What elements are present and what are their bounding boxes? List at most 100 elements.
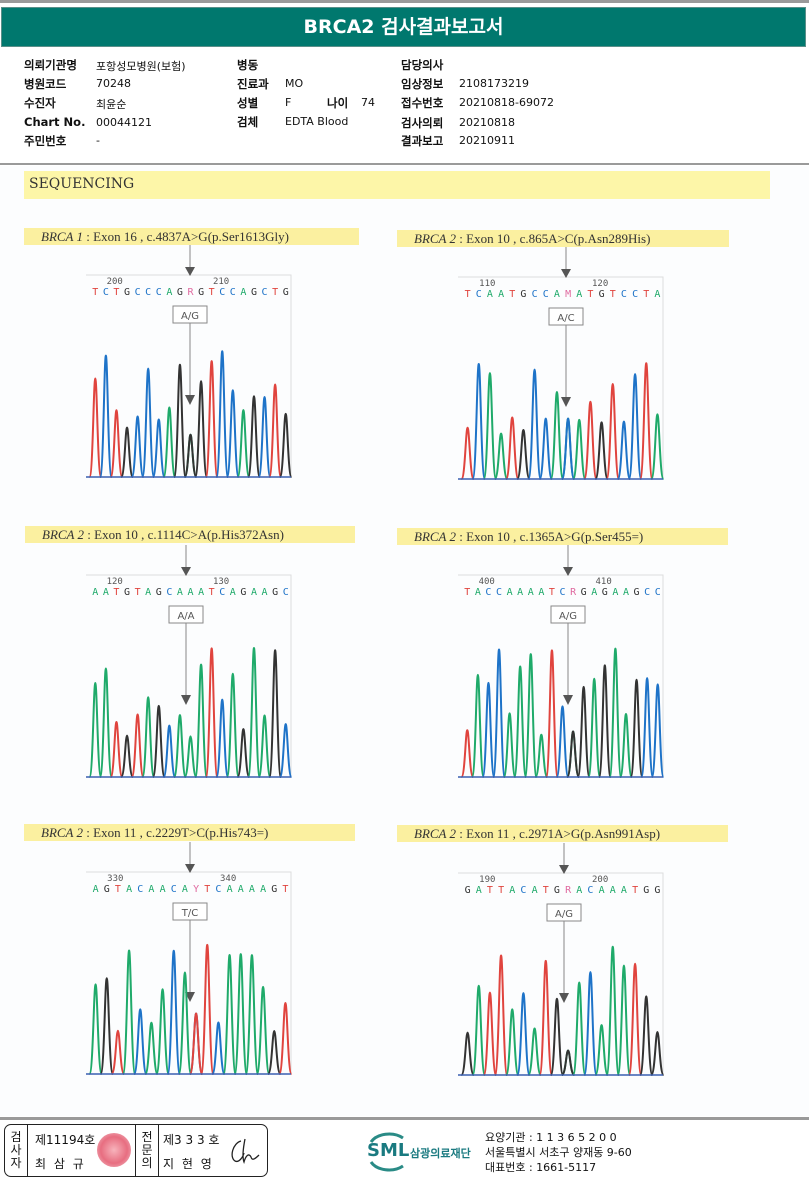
base-call: C	[532, 289, 538, 300]
base-call: C	[137, 884, 143, 895]
sex-value: F	[285, 96, 292, 109]
trace-peak	[482, 991, 498, 1076]
trace-peak	[616, 420, 632, 480]
pointer-arrow	[185, 864, 195, 873]
base-call: G	[156, 587, 162, 598]
sequencing-section	[0, 166, 809, 1116]
institution-label: 의뢰기관명	[24, 58, 77, 72]
lab-logo: SML 삼광의료재단	[365, 1128, 485, 1176]
trace-peak	[516, 992, 531, 1076]
trace-peak	[141, 367, 155, 478]
trace-peak	[471, 673, 485, 778]
base-call: C	[219, 287, 225, 298]
base-call: T	[115, 884, 121, 895]
base-call: A	[623, 587, 629, 598]
base-call: G	[465, 885, 471, 896]
base-call: C	[145, 287, 151, 298]
trace-peak	[278, 723, 293, 778]
base-call: T	[610, 289, 616, 300]
trace-peak	[278, 412, 293, 478]
base-call: A	[554, 289, 560, 300]
lab-address: 서울특별시 서초구 양재동 9-60	[485, 1146, 632, 1159]
trace-peak	[141, 696, 155, 778]
trace-peak	[549, 390, 565, 480]
base-call: C	[166, 587, 172, 598]
trace-peak	[130, 713, 145, 778]
chart-frame	[458, 574, 664, 777]
base-call: G	[283, 287, 289, 298]
variant-arrow	[561, 397, 571, 407]
trace-peak	[130, 415, 145, 478]
age-value: 74	[361, 96, 375, 109]
department-label: 진료과	[237, 77, 269, 91]
base-call: G	[520, 289, 526, 300]
trace-peak	[204, 647, 219, 778]
base-call: M	[565, 289, 571, 300]
hospital-code-value: 70248	[96, 77, 131, 90]
base-call: A	[654, 289, 660, 300]
trace-peak	[109, 409, 124, 478]
hospital-code-label: 병원코드	[24, 77, 67, 91]
variant-arrow	[563, 695, 573, 705]
position-label: 200	[592, 875, 608, 885]
trace-peak	[538, 417, 553, 480]
base-call: C	[644, 587, 650, 598]
position-label: 200	[107, 277, 123, 287]
trace-peak	[505, 416, 520, 480]
test-request-label: 검사의뢰	[401, 116, 444, 130]
base-call: T	[632, 885, 638, 896]
trace-peak	[99, 977, 114, 1075]
base-call: C	[230, 287, 236, 298]
base-call: T	[209, 587, 215, 598]
receipt-no-label: 접수번호	[401, 96, 444, 110]
trace-peak	[162, 406, 177, 478]
report-title: BRCA2 검사결과보고서	[1, 7, 806, 47]
base-call: G	[104, 884, 110, 895]
position-label: 120	[592, 279, 608, 289]
base-call: G	[654, 885, 660, 896]
base-call: A	[599, 885, 605, 896]
base-call: A	[538, 587, 544, 598]
base-call: C	[103, 287, 109, 298]
base-call: C	[621, 289, 627, 300]
base-call: A	[177, 587, 183, 598]
chromatogram-panel: 190 200 G A T T A C A T G R A C A A A T G G A/G	[458, 843, 668, 1076]
base-call: R	[565, 885, 572, 896]
specimen-value: EDTA Blood	[285, 115, 349, 128]
trace-peak	[99, 667, 113, 778]
trace-peak	[120, 734, 134, 778]
trace-peak	[527, 1027, 542, 1076]
base-call: G	[124, 587, 130, 598]
base-call: R	[570, 587, 577, 598]
recipient-label: 수진자	[24, 96, 56, 110]
gene-name: BRCA 2	[41, 825, 84, 840]
trace-peak	[211, 1021, 226, 1075]
trace-peak	[204, 360, 219, 478]
trace-peak	[215, 350, 230, 478]
trace-peak	[247, 395, 261, 478]
variant-detail: : Exon 10 , c.1114C>A(p.His372Asn)	[87, 527, 284, 542]
base-call: C	[262, 287, 268, 298]
base-call: G	[581, 587, 587, 598]
variant-label: BRCA 2 : Exon 10 , c.865A>C(p.Asn289His)	[397, 230, 729, 247]
base-call: G	[177, 287, 183, 298]
trace-peak	[481, 681, 496, 778]
trace-peak	[233, 953, 248, 1075]
base-call: A	[621, 885, 627, 896]
trace-peak	[505, 1008, 520, 1076]
trace-peak	[247, 647, 261, 778]
trace-peak	[257, 714, 272, 778]
gene-name: BRCA 1	[41, 229, 84, 244]
base-call: G	[634, 587, 640, 598]
trace-peak	[278, 1002, 293, 1075]
trace-peak	[583, 971, 598, 1076]
trace-peak	[576, 685, 591, 778]
base-call: G	[643, 885, 649, 896]
genotype-call: A/G	[181, 311, 199, 322]
age-label: 나이	[327, 96, 349, 110]
base-call: A	[517, 587, 523, 598]
trace-peak	[527, 368, 542, 480]
trace-peak	[605, 945, 620, 1076]
